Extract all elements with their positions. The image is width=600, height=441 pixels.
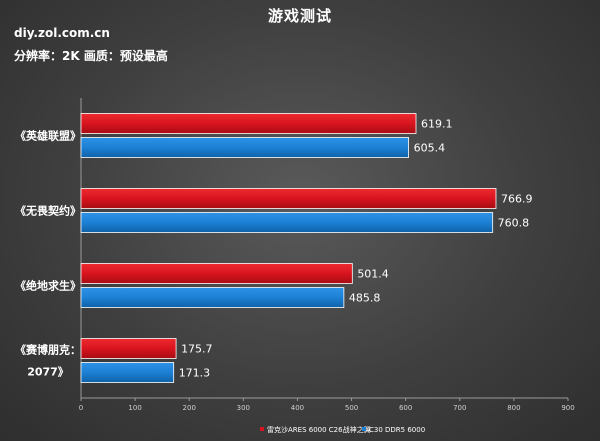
category-label: 《绝地求生》	[15, 279, 81, 293]
bar	[80, 137, 409, 158]
data-label: 485.8	[349, 292, 381, 305]
bar	[80, 338, 177, 359]
x-tick-label: 700	[453, 404, 466, 412]
chart-title: 游戏测试	[267, 7, 332, 25]
data-label: 171.3	[179, 367, 211, 380]
x-tick-label: 0	[79, 404, 83, 412]
bar	[80, 287, 345, 308]
legend-swatch	[362, 427, 366, 431]
legend-label: C30 DDR5 6000	[369, 426, 425, 434]
category-label: 《英雄联盟》	[15, 129, 81, 143]
bar	[80, 362, 175, 383]
category-label: 《无畏契约》	[15, 204, 81, 218]
settings-text: 分辨率：2K 画质：预设最高	[14, 49, 168, 63]
x-tick-label: 600	[399, 404, 412, 412]
x-tick-label: 200	[183, 404, 196, 412]
bar	[80, 188, 497, 209]
data-label: 501.4	[357, 268, 389, 281]
data-label: 760.8	[498, 217, 530, 230]
bar	[80, 263, 353, 284]
x-tick-label: 300	[237, 404, 250, 412]
data-label: 766.9	[501, 193, 533, 206]
x-tick-label: 100	[128, 404, 141, 412]
x-tick-label: 900	[561, 404, 574, 412]
data-label: 619.1	[421, 118, 453, 131]
bar	[80, 212, 494, 233]
x-tick-label: 800	[507, 404, 520, 412]
data-label: 175.7	[181, 343, 213, 356]
x-tick-label: 400	[291, 404, 304, 412]
x-tick-label: 500	[345, 404, 358, 412]
data-label: 605.4	[414, 142, 446, 155]
bar	[80, 113, 417, 134]
source-text: diy.zol.com.cn	[14, 26, 110, 40]
legend-label: 雷克沙ARES 6000 C26战神之翼	[267, 425, 371, 434]
category-label: 《赛博朋克：	[15, 343, 81, 357]
category-label: 2077》	[27, 366, 69, 379]
legend-swatch	[260, 427, 264, 431]
